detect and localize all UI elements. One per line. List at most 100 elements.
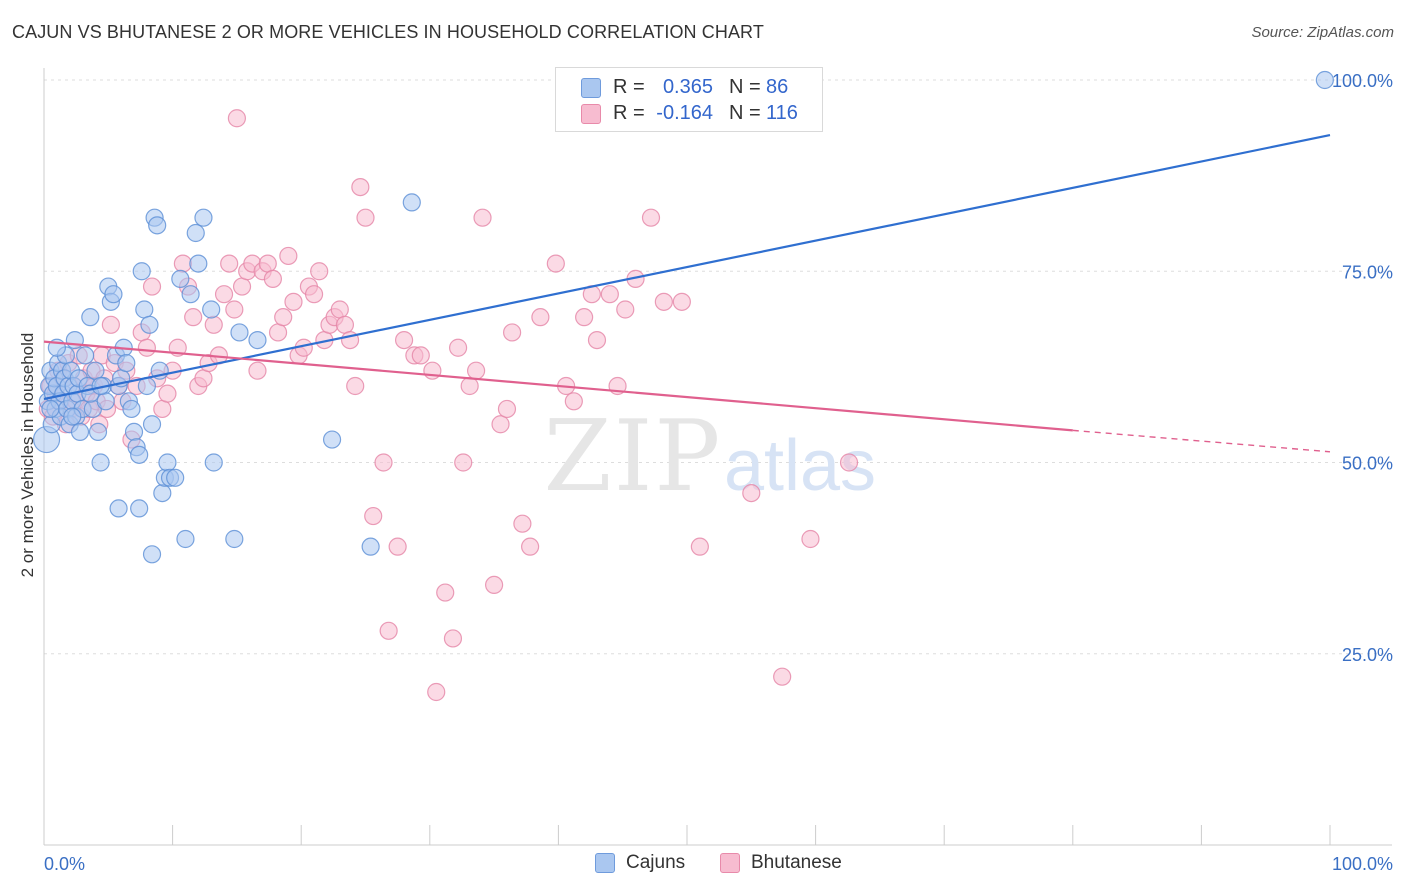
bottom-legend-swatch-cajuns — [595, 853, 615, 873]
cajun-point — [109, 499, 128, 518]
legend-n-value-bhutanese: 116 — [766, 102, 798, 124]
bhutanese-point — [600, 285, 619, 304]
bhutanese-point — [173, 254, 192, 273]
bhutanese-point — [773, 667, 792, 686]
bhutanese-point — [491, 415, 510, 434]
cajun-point — [88, 422, 108, 441]
bhutanese-point — [616, 300, 635, 319]
cajun-point — [153, 484, 172, 503]
cajun-point — [204, 453, 223, 472]
bhutanese-point — [374, 453, 393, 472]
bhutanese-point — [346, 376, 365, 396]
legend-r-label: R = — [613, 76, 645, 98]
bhutanese-point — [335, 315, 355, 334]
cajun-point — [361, 537, 380, 556]
cajun-point — [186, 223, 205, 243]
bottom-legend-cajuns: Cajuns — [595, 852, 705, 878]
bhutanese-point — [427, 682, 446, 702]
cajun-point — [248, 331, 267, 350]
trend-line-cajuns — [43, 134, 1331, 401]
bhutanese-point — [220, 254, 239, 273]
bhutanese-point — [503, 323, 522, 342]
bhutanese-point — [184, 308, 203, 327]
bhutanese-point — [158, 384, 177, 403]
bhutanese-point — [497, 399, 517, 419]
bhutanese-point — [466, 361, 486, 380]
bottom-legend-swatch-bhutanese — [720, 853, 740, 873]
cajun-point — [135, 300, 154, 319]
bhutanese-point — [521, 537, 540, 556]
bhutanese-point — [279, 246, 298, 266]
cajun-point — [104, 285, 123, 304]
bhutanese-point — [227, 109, 246, 128]
bhutanese-point — [513, 514, 532, 533]
bhutanese-point — [742, 484, 761, 503]
legend-swatch-cajuns — [581, 78, 601, 98]
cajun-point — [189, 254, 208, 273]
trend-line-bhutanese-extrapolated — [1072, 429, 1331, 453]
y-tick-label-50: 50.0% — [1342, 454, 1393, 474]
bhutanese-point — [194, 369, 213, 388]
cajun-point — [122, 399, 141, 419]
cajun-point — [86, 361, 105, 380]
bhutanese-point — [575, 308, 594, 327]
bhutanese-point — [364, 506, 383, 526]
cajun-point — [130, 445, 149, 464]
bhutanese-point — [304, 285, 324, 304]
bhutanese-point — [153, 399, 172, 419]
bhutanese-point — [448, 338, 468, 357]
bhutanese-point — [436, 583, 455, 602]
cajun-point — [230, 323, 249, 342]
x-tick-label-min: 0.0% — [44, 854, 85, 874]
cajun-point — [202, 300, 221, 319]
bhutanese-point — [268, 323, 288, 342]
cajun-point — [181, 285, 200, 304]
bhutanese-point — [485, 575, 504, 595]
trend-line-bhutanese — [43, 340, 1073, 432]
cajun-point — [158, 453, 177, 472]
bhutanese-point — [356, 208, 375, 227]
cajun-point — [65, 331, 84, 350]
bhutanese-point — [214, 285, 234, 304]
legend-row-cajuns: R = 0.365 N = 86 — [556, 75, 822, 101]
cajun-point — [142, 545, 162, 564]
legend-r-value-bhutanese: -0.164 — [656, 102, 713, 124]
bhutanese-point — [232, 277, 252, 296]
cajun-point — [63, 407, 82, 426]
trend-lines — [43, 134, 1331, 453]
grid-lines — [44, 79, 1392, 655]
bhutanese-point — [531, 308, 550, 327]
series-cajuns — [32, 70, 1334, 564]
cajun-point — [142, 415, 162, 434]
axes — [43, 68, 1392, 846]
bhutanese-point — [142, 277, 162, 296]
cajun-point — [81, 308, 100, 327]
cajun-point — [402, 193, 421, 212]
bhutanese-point — [379, 621, 398, 640]
bhutanese-point — [801, 529, 820, 549]
source-credit: Source: ZipAtlas.com — [1251, 24, 1394, 41]
bhutanese-point — [641, 208, 661, 227]
bhutanese-point — [204, 315, 223, 334]
legend-n-label: N = — [729, 102, 761, 124]
bhutanese-point — [454, 453, 473, 472]
cajun-point — [1315, 70, 1334, 90]
bottom-legend-label-bhutanese: Bhutanese — [751, 852, 842, 873]
bhutanese-point — [137, 338, 156, 357]
bhutanese-point — [690, 537, 709, 556]
chart-title: CAJUN VS BHUTANESE 2 OR MORE VEHICLES IN… — [12, 22, 764, 42]
legend-swatch-bhutanese — [581, 104, 601, 124]
legend-r-label: R = — [613, 102, 645, 124]
legend-n-label: N = — [729, 76, 761, 98]
bhutanese-point — [654, 292, 673, 311]
cajun-point — [132, 262, 151, 281]
bottom-legend-bhutanese: Bhutanese — [720, 852, 860, 878]
bhutanese-point — [248, 361, 267, 380]
bhutanese-point — [394, 331, 414, 350]
cajun-point — [140, 315, 159, 334]
bhutanese-point — [258, 254, 277, 273]
bhutanese-point — [460, 376, 479, 396]
bhutanese-point — [587, 331, 607, 350]
watermark-zip: ZIP — [544, 400, 723, 514]
